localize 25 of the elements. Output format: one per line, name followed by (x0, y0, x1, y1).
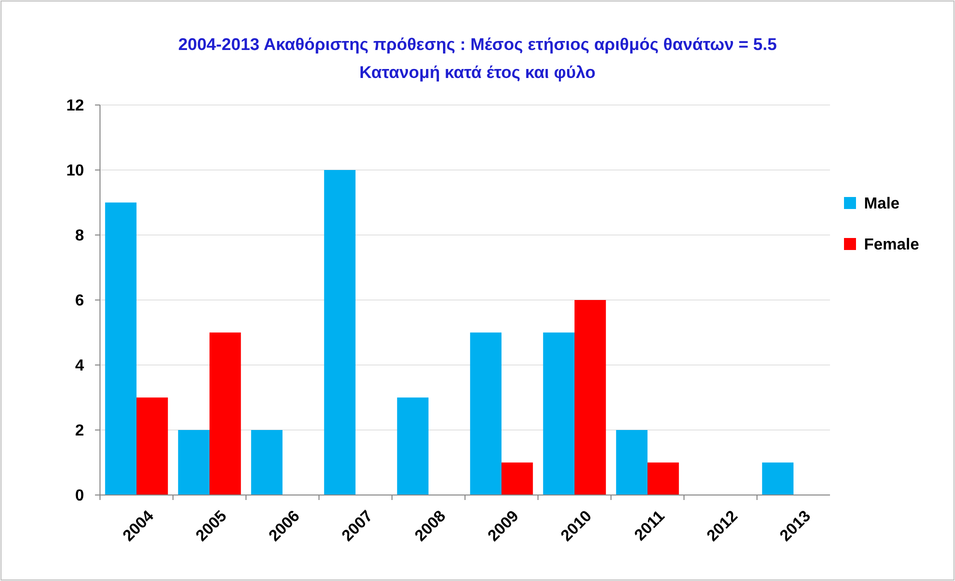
bar (178, 430, 210, 495)
bar (574, 300, 606, 495)
bar (470, 332, 502, 495)
legend-label: Female (864, 236, 920, 254)
y-tick-label: 2 (75, 422, 84, 440)
y-tick-label: 4 (75, 358, 84, 375)
y-tick-label: 6 (75, 292, 84, 310)
bar (105, 202, 136, 495)
y-tick-label: 0 (75, 488, 84, 505)
legend-label: Male (864, 196, 900, 213)
bar (397, 398, 428, 495)
y-tick-label: 12 (66, 98, 84, 115)
bar (616, 430, 648, 495)
bar (543, 332, 574, 495)
bar (648, 462, 679, 495)
chart-title: 2004-2013 Ακαθόριστης πρόθεσης : Μέσος ετήσιος αριθμός θανάτων = 5.5 (178, 35, 777, 54)
bar (251, 430, 282, 495)
bar (210, 332, 241, 495)
y-tick-label: 8 (75, 228, 84, 245)
chart-subtitle: Κατανομή κατά έτος και φύλο (359, 63, 596, 82)
bar (502, 462, 533, 495)
bar (762, 462, 794, 495)
bar (136, 398, 168, 495)
y-tick-label: 10 (66, 162, 84, 180)
bar (324, 170, 356, 495)
